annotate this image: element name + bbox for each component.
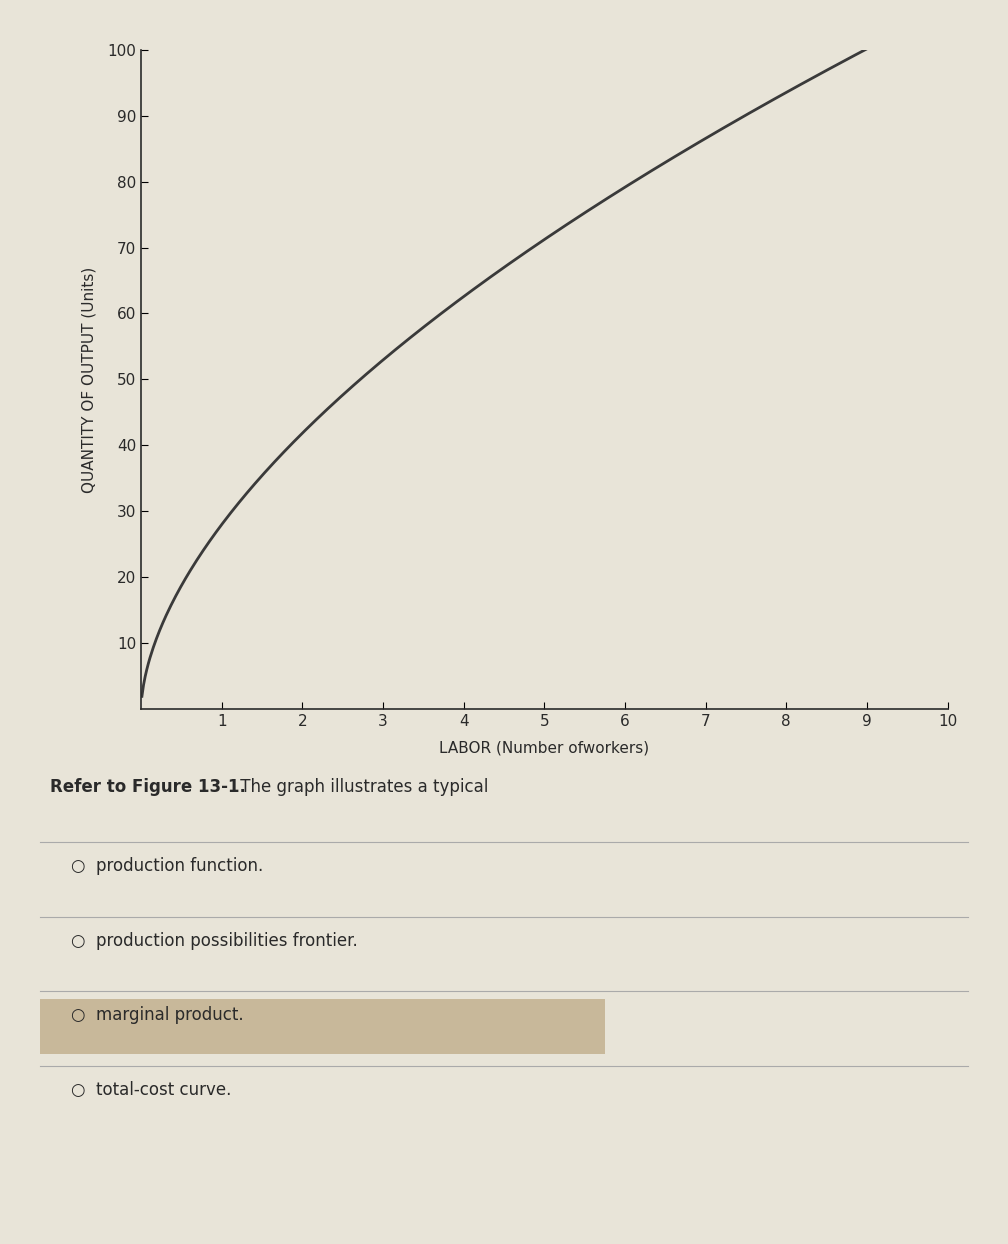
Text: ○  marginal product.: ○ marginal product. — [71, 1006, 243, 1024]
Text: Refer to Figure 13-1.: Refer to Figure 13-1. — [50, 778, 246, 795]
X-axis label: LABOR (Number ofworkers): LABOR (Number ofworkers) — [439, 740, 649, 755]
Text: ○  production possibilities frontier.: ○ production possibilities frontier. — [71, 932, 357, 949]
Text: The graph illustrates a typical: The graph illustrates a typical — [235, 778, 488, 795]
Text: ○  production function.: ○ production function. — [71, 857, 263, 875]
Text: ○  total-cost curve.: ○ total-cost curve. — [71, 1081, 231, 1098]
Y-axis label: QUANTITY OF OUTPUT (Units): QUANTITY OF OUTPUT (Units) — [82, 266, 97, 493]
